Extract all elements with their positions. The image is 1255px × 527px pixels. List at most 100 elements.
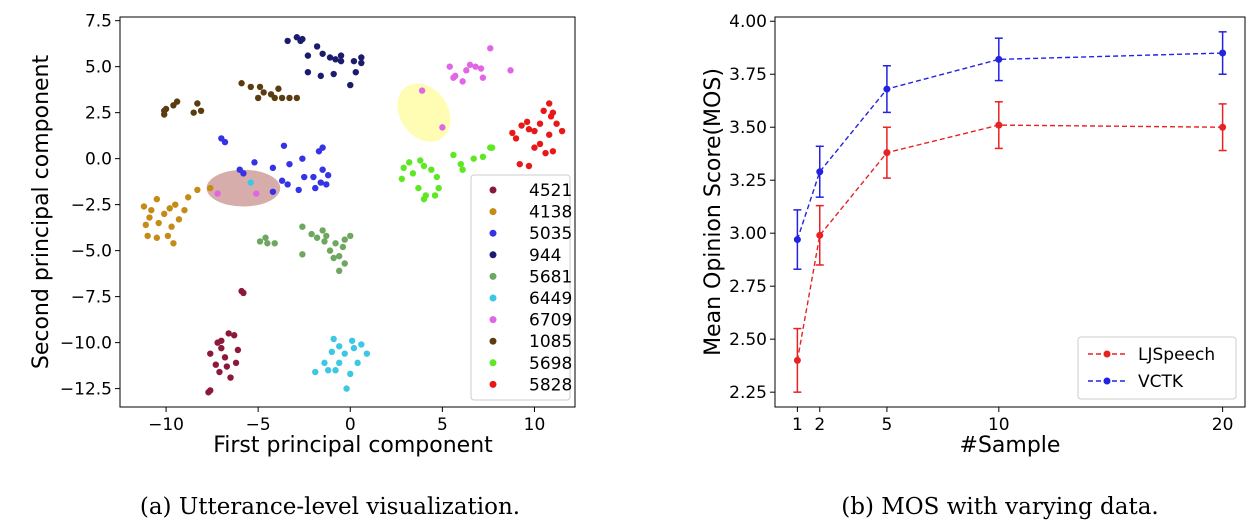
point-4138 — [144, 232, 151, 240]
data-point-LJSpeech — [816, 231, 824, 239]
point-1085 — [286, 94, 293, 102]
point-6449 — [347, 370, 354, 378]
point-1085 — [247, 83, 254, 91]
point-944 — [297, 37, 304, 45]
point-1085 — [293, 94, 301, 102]
point-5681 — [323, 232, 330, 240]
point-944 — [317, 72, 324, 80]
point-5035 — [317, 179, 324, 186]
point-5681 — [299, 251, 306, 258]
point-5035 — [295, 186, 302, 194]
x-tick-label: 5 — [881, 415, 892, 435]
point-5828 — [536, 140, 544, 148]
point-5681 — [264, 240, 271, 247]
point-5035 — [251, 159, 258, 166]
legend-marker-LJSpeech — [1103, 350, 1111, 358]
point-6449 — [354, 359, 361, 367]
x-tick-label: 20 — [1212, 415, 1234, 435]
point-5035 — [221, 138, 229, 146]
point-5681 — [262, 234, 269, 241]
point-944 — [330, 70, 337, 78]
point-6709 — [463, 67, 470, 74]
point-1085 — [190, 109, 197, 116]
y-tick-label: 4.00 — [729, 12, 767, 32]
point-944 — [313, 43, 321, 50]
point-6709 — [466, 61, 474, 69]
point-6709 — [507, 67, 514, 74]
point-6449 — [336, 359, 343, 367]
legend-marker-5698 — [489, 359, 497, 367]
x-tick-label: 0 — [345, 415, 356, 435]
point-4138 — [166, 205, 173, 212]
data-point-VCTK — [883, 85, 891, 93]
y-axis-label-b: Mean Opinion Score(MOS) — [701, 68, 726, 356]
point-944 — [350, 57, 358, 65]
point-6449 — [348, 337, 356, 344]
data-point-LJSpeech — [883, 149, 891, 157]
y-tick-label: 5.0 — [85, 58, 112, 78]
point-6449 — [336, 343, 343, 350]
point-5681 — [332, 240, 339, 247]
point-4521 — [212, 361, 219, 368]
legend-marker-5828 — [489, 380, 497, 388]
point-5698 — [400, 164, 407, 172]
point-6709 — [477, 65, 485, 72]
data-point-LJSpeech — [995, 121, 1003, 129]
point-5828 — [540, 107, 547, 115]
point-1085 — [162, 105, 170, 113]
y-tick-label: 3.50 — [729, 118, 767, 138]
point-944 — [304, 68, 312, 76]
point-6709 — [418, 87, 426, 94]
point-5035 — [269, 164, 277, 172]
point-5681 — [313, 234, 321, 241]
point-5035 — [324, 172, 332, 179]
point-4138 — [161, 210, 168, 218]
x-ticks-b: 1 2 5 10 20 — [792, 407, 1233, 435]
legend-b: LJSpeech VCTK — [1077, 336, 1237, 400]
x-tick-label: −10 — [148, 415, 184, 435]
point-5035 — [319, 166, 326, 173]
point-5035 — [310, 173, 317, 181]
y-tick-label: −5.0 — [71, 242, 112, 262]
point-4138 — [207, 184, 214, 192]
point-4521 — [218, 344, 225, 352]
point-4521 — [218, 337, 225, 344]
point-5681 — [341, 236, 348, 243]
legend-label-1085: 1085 — [529, 332, 572, 352]
point-4138 — [194, 186, 201, 194]
legend-label-6709: 6709 — [529, 311, 572, 331]
point-6449 — [321, 359, 328, 367]
point-5828 — [518, 122, 525, 129]
point-5035 — [278, 177, 286, 184]
point-5828 — [542, 149, 549, 157]
y-tick-label: 2.50 — [729, 330, 767, 350]
point-4521 — [234, 346, 242, 354]
point-5698 — [479, 153, 487, 161]
point-6449 — [341, 350, 348, 357]
x-tick-label: −5 — [246, 415, 271, 435]
legend-marker-5035 — [489, 229, 497, 237]
point-6449 — [350, 344, 358, 352]
legend-marker-5681 — [489, 272, 497, 280]
y-tick-label: −12.5 — [60, 380, 112, 400]
y-tick-label: 3.25 — [729, 171, 767, 191]
point-5681 — [326, 247, 334, 254]
point-1085 — [278, 94, 286, 102]
highlight-regions — [206, 83, 451, 207]
point-944 — [358, 54, 365, 61]
y-ticks-b: 2.25 2.50 2.75 3.00 3.25 3.50 3.75 4.00 — [729, 12, 775, 403]
point-944 — [337, 52, 345, 59]
y-ticks-a: 7.5 5.0 2.5 0.0 −2.5 −5.0 −7.5 −10.0 −12.5 — [60, 12, 120, 400]
plot-frame-b — [774, 16, 1246, 408]
point-5681 — [336, 252, 343, 260]
legend-label-LJSpeech: LJSpeech — [1138, 345, 1215, 365]
point-5828 — [516, 160, 523, 168]
point-4521 — [223, 363, 231, 370]
point-5035 — [312, 184, 319, 192]
point-4138 — [172, 201, 179, 208]
point-6449 — [363, 350, 371, 357]
line-chart: 1 2 5 10 20 2.25 2.50 2.75 3.00 3.25 3.50 3.75 4.00… — [701, 12, 1246, 520]
point-944 — [347, 81, 354, 89]
point-5698 — [450, 151, 457, 159]
legend-label-VCTK: VCTK — [1138, 372, 1184, 392]
